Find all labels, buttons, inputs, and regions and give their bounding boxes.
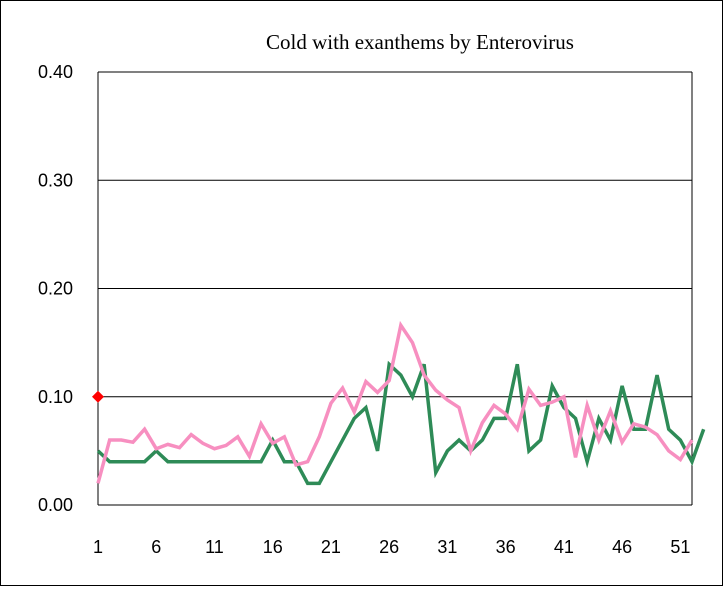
chart-title: Cold with exanthems by Enterovirus [266, 30, 574, 54]
y-tick-label: 0.20 [38, 279, 73, 299]
series-2-marker [92, 390, 104, 403]
x-tick-label: 36 [496, 537, 516, 557]
axes [97, 72, 693, 506]
x-tick-labels: 1 6 11 16 21 26 31 36 41 46 51 [93, 537, 690, 557]
series-1-line [96, 320, 694, 484]
y-tick-label: 0.40 [38, 62, 73, 82]
x-tick-label: 11 [205, 537, 224, 557]
x-tick-label: 41 [554, 537, 574, 557]
x-tick-label: 16 [263, 537, 283, 557]
x-tick-label: 31 [437, 537, 457, 557]
x-tick-label: 1 [93, 537, 103, 557]
series-0-line [96, 360, 706, 486]
y-tick-label: 0.30 [38, 170, 73, 190]
x-tick-label: 6 [151, 537, 161, 557]
y-tick-label: 0.10 [38, 387, 73, 407]
x-tick-label: 26 [379, 537, 399, 557]
x-tick-label: 46 [612, 537, 632, 557]
y-tick-label: 0.00 [38, 495, 73, 515]
x-tick-label: 51 [670, 537, 690, 557]
x-tick-label: 21 [321, 537, 341, 557]
y-tick-labels: 0.00 0.10 0.20 0.30 0.40 [38, 62, 73, 515]
series-lines [92, 320, 706, 486]
gridlines [98, 71, 692, 398]
